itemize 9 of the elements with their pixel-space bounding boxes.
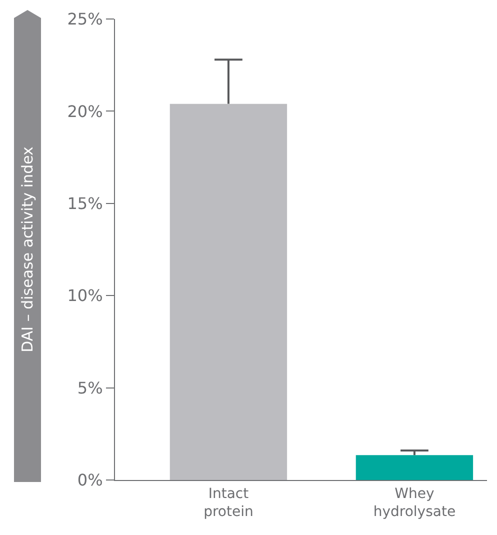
y-tick-label: 0% bbox=[77, 470, 103, 490]
y-tick-label: 10% bbox=[67, 286, 103, 306]
x-tick-label: Intact protein bbox=[204, 486, 254, 520]
x-tick-label: Whey hydrolysate bbox=[373, 486, 456, 520]
y-axis-title: DAI – disease activity index bbox=[18, 146, 36, 352]
y-tick-label: 20% bbox=[67, 102, 103, 121]
y-tick-label: 5% bbox=[77, 378, 103, 398]
y-tick-label: 25% bbox=[67, 10, 103, 29]
y-tick-label: 15% bbox=[67, 194, 103, 213]
